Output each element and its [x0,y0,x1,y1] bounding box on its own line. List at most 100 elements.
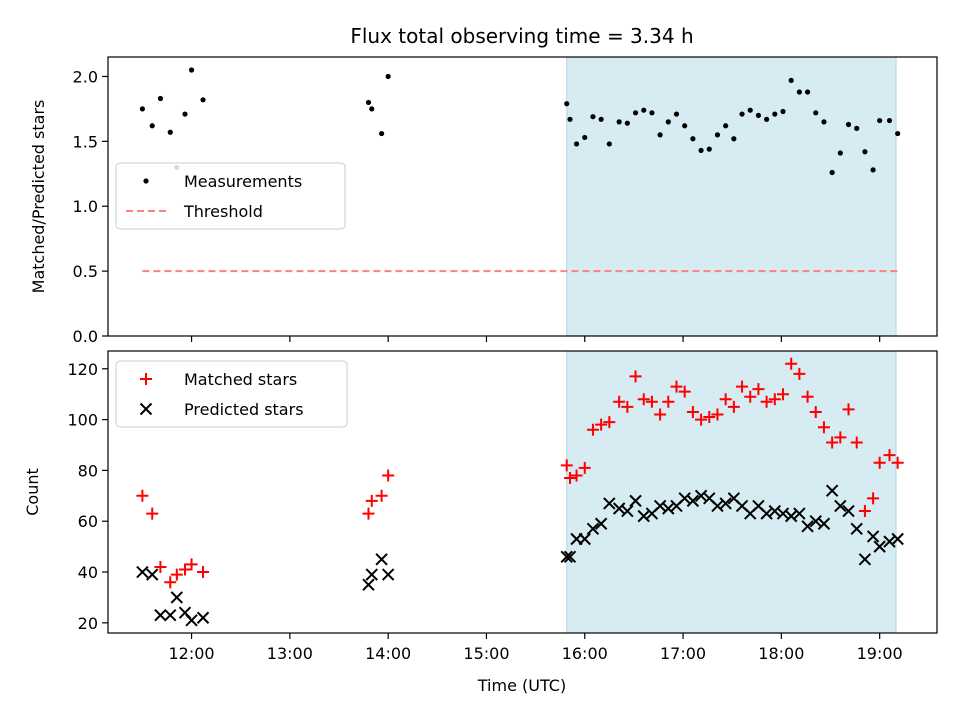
data-point [654,408,667,421]
data-point [375,553,388,566]
figure-title: Flux total observing time = 3.34 h [350,24,693,48]
legend-marker [140,373,152,385]
x-axis-label: Time (UTC) [477,676,566,695]
axes-frame [107,56,938,337]
data-point [606,141,612,147]
x-tick-label: 19:00 [857,644,903,663]
legend-label: Threshold [183,202,263,221]
data-point [567,116,573,122]
data-point [560,459,573,472]
data-point [197,566,210,579]
data-point [560,550,573,563]
data-point [760,395,773,408]
data-point [711,499,724,513]
data-point [564,472,577,485]
data-point [616,119,622,125]
data-point [598,116,604,122]
data-point [578,532,591,546]
x-tick-label: 15:00 [463,644,509,663]
data-point [870,167,876,173]
data-point [365,494,378,507]
data-point [170,568,183,581]
data-point [590,114,596,120]
data-point [821,119,827,125]
data-point [582,134,588,141]
data-point [665,119,671,125]
data-point [703,411,716,424]
y-tick-label: 40 [78,563,98,582]
data-point [764,116,770,122]
top-panel: 0.0 0.5 1.0 1.5 2.0 Matched/Predicted stars Me… [29,56,938,346]
data-point [727,400,740,413]
data-point [188,67,195,73]
data-point [760,507,773,520]
data-point [867,492,880,505]
data-point [146,507,159,520]
data-point [381,568,395,581]
data-point [621,400,634,413]
data-point [788,77,794,83]
data-point [793,367,806,380]
legend-label: Measurements [184,172,302,191]
data-point [801,390,814,403]
data-point [719,393,732,406]
data-point [573,141,580,147]
y-tick-label: 1.5 [73,132,98,151]
x-tick-label: 17:00 [660,644,706,663]
data-point [744,390,757,403]
data-point [739,111,745,117]
data-point [139,106,146,112]
data-point [826,436,839,449]
axes-frame [107,350,938,634]
legend: Matched stars Predicted stars [115,360,348,428]
x-tick-label: 12:00 [169,644,215,663]
series-dot [139,67,901,176]
data-point [362,507,375,520]
data-point [834,499,847,513]
legend-marker [139,402,153,416]
data-point [747,107,753,113]
data-point [621,504,634,518]
data-point [772,111,778,117]
data-point [736,380,749,393]
data-point [657,132,663,138]
shaded-region [566,350,897,634]
data-point [629,370,642,383]
data-point [845,121,852,128]
data-point [895,130,901,137]
data-point [804,89,811,95]
data-point [185,558,198,571]
data-point [157,95,164,102]
data-point [809,515,822,528]
data-point [365,568,378,581]
data-point [891,456,904,469]
data-point [817,517,831,530]
data-point [578,461,591,474]
data-point [200,97,206,103]
data-point [731,136,737,142]
data-point [570,469,583,482]
x-tick-label: 16:00 [562,644,608,663]
legend: Measurements Threshold [115,162,346,230]
data-point [662,502,675,515]
data-point [603,497,616,510]
shaded-region [566,56,897,337]
data-point [136,565,149,579]
data-point [801,520,814,533]
data-point [711,408,724,421]
data-point [632,110,639,116]
data-point [858,505,871,518]
data-point [164,576,177,589]
data-point [809,405,822,418]
data-point [586,423,599,436]
y-tick-label: 20 [78,614,98,633]
data-point [723,123,729,129]
data-point [603,416,616,429]
x-tick-label: 13:00 [267,644,313,663]
data-point [365,99,372,106]
data-point [379,130,385,137]
data-point [850,436,863,449]
data-point [686,405,699,418]
data-point [837,150,843,156]
legend-box [115,360,348,428]
